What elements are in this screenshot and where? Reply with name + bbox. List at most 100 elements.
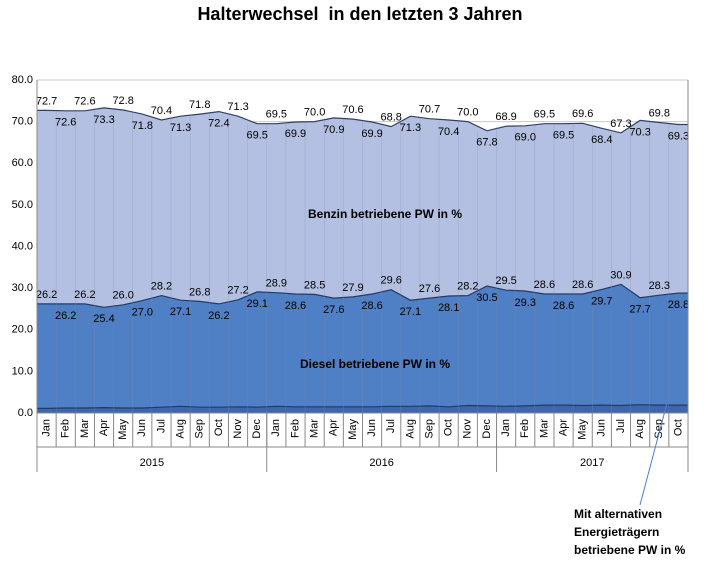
x-tick-label: Feb — [60, 419, 72, 438]
data-label: 70.9 — [323, 124, 344, 136]
data-label: 72.6 — [55, 117, 76, 129]
x-tick-label: Apr — [98, 419, 110, 436]
group-label: 2016 — [369, 457, 393, 469]
data-label: 72.8 — [112, 95, 133, 107]
x-tick-label: Jun — [136, 419, 148, 437]
x-tick-label: Dec — [251, 419, 263, 439]
y-tick-label: 30.0 — [12, 282, 33, 294]
data-label: 71.8 — [189, 99, 210, 111]
y-tick-label: 50.0 — [12, 199, 33, 211]
data-label: 69.3 — [668, 130, 689, 142]
data-label: 69.5 — [266, 109, 287, 121]
annotation: Energieträgern — [574, 525, 659, 539]
x-tick-label: Sep — [653, 419, 665, 439]
data-label: 71.8 — [132, 120, 153, 132]
x-tick-label: May — [577, 419, 589, 440]
data-label: 70.0 — [457, 107, 478, 119]
data-label: 28.2 — [151, 281, 172, 293]
data-label: 29.5 — [495, 275, 516, 287]
y-tick-label: 70.0 — [12, 116, 33, 128]
data-label: 26.2 — [36, 289, 57, 301]
data-label: 26.8 — [189, 286, 210, 298]
data-label: 29.6 — [381, 275, 402, 287]
data-label: 67.3 — [610, 118, 631, 130]
data-label: 70.4 — [438, 126, 459, 138]
data-label: 28.6 — [361, 300, 382, 312]
data-label: 29.7 — [591, 295, 612, 307]
x-tick-label: Jul — [385, 419, 397, 433]
data-label: 28.3 — [649, 280, 670, 292]
x-tick-label: Sep — [194, 419, 206, 439]
data-label: 69.0 — [515, 132, 536, 144]
data-label: 29.1 — [246, 298, 267, 310]
y-tick-label: 80.0 — [12, 74, 33, 86]
data-label: 72.7 — [36, 95, 57, 107]
x-tick-label: Jun — [596, 419, 608, 437]
data-label: 27.2 — [227, 285, 248, 297]
data-label: 25.4 — [93, 313, 114, 325]
x-tick-label: Oct — [672, 419, 684, 436]
data-label: 27.0 — [132, 307, 153, 319]
y-tick-label: 40.0 — [12, 240, 33, 252]
data-label: 73.3 — [93, 114, 114, 126]
data-label: 29.3 — [515, 297, 536, 309]
x-tick-label: Jan — [270, 419, 282, 437]
data-label: 68.4 — [591, 134, 612, 146]
group-label: 2015 — [140, 457, 164, 469]
data-label: 27.1 — [170, 306, 191, 318]
data-label: 69.9 — [361, 128, 382, 140]
data-label: 70.0 — [304, 107, 325, 119]
data-label: 28.1 — [438, 302, 459, 314]
x-tick-label: Nov — [462, 419, 474, 439]
x-tick-label: Mar — [79, 419, 91, 438]
data-label: 30.5 — [476, 292, 497, 304]
data-label: 69.5 — [534, 109, 555, 121]
data-label: 27.6 — [323, 304, 344, 316]
data-label: 26.2 — [55, 310, 76, 322]
data-label: 28.6 — [285, 300, 306, 312]
x-tick-label: Jul — [615, 419, 627, 433]
data-label: 28.6 — [534, 279, 555, 291]
data-label: 28.5 — [304, 279, 325, 291]
x-tick-label: Oct — [213, 419, 225, 436]
data-label: 26.0 — [112, 290, 133, 302]
data-label: 27.1 — [400, 306, 421, 318]
data-label: 28.8 — [668, 299, 689, 311]
x-tick-label: Aug — [634, 419, 646, 439]
data-label: 28.9 — [266, 278, 287, 290]
x-tick-label: Jan — [500, 419, 512, 437]
data-label: 69.5 — [246, 130, 267, 142]
group-label: 2017 — [580, 457, 604, 469]
x-tick-label: Mar — [309, 419, 321, 438]
x-tick-label: Feb — [519, 419, 531, 438]
y-tick-label: 10.0 — [12, 365, 33, 377]
data-label: 70.4 — [151, 105, 172, 117]
data-label: 72.6 — [74, 96, 95, 108]
x-tick-label: Aug — [404, 419, 416, 439]
x-tick-label: Apr — [557, 419, 569, 436]
y-tick-label: 60.0 — [12, 157, 33, 169]
data-label: 70.6 — [342, 104, 363, 116]
x-tick-label: May — [347, 419, 359, 440]
x-tick-label: Mar — [538, 419, 550, 438]
data-label: 28.6 — [572, 279, 593, 291]
data-label: 70.3 — [629, 126, 650, 138]
annotation: betriebene PW in % — [574, 543, 686, 557]
data-label: 30.9 — [610, 269, 631, 281]
x-tick-label: Feb — [289, 419, 301, 438]
data-label: 70.7 — [419, 104, 440, 116]
data-label: 69.8 — [649, 107, 670, 119]
x-tick-label: Sep — [423, 419, 435, 439]
x-tick-label: Jul — [155, 419, 167, 433]
data-label: 27.7 — [629, 304, 650, 316]
data-label: 26.2 — [208, 310, 229, 322]
data-label: 72.4 — [208, 118, 229, 130]
data-label: 28.6 — [553, 300, 574, 312]
data-label: 27.9 — [342, 282, 363, 294]
data-label: 69.5 — [553, 130, 574, 142]
series-label: Diesel betriebene PW in % — [300, 357, 450, 371]
x-tick-label: Jun — [366, 419, 378, 437]
x-tick-label: Dec — [481, 419, 493, 439]
data-label: 27.6 — [419, 283, 440, 295]
